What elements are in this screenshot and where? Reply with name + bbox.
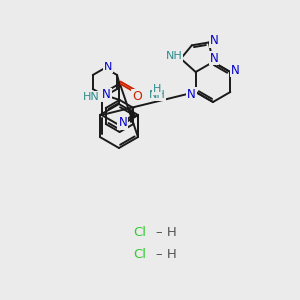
Text: – H: – H [156,226,177,238]
Text: N: N [118,116,127,129]
Text: O: O [132,89,142,103]
Text: Cl: Cl [134,248,146,262]
Text: N: N [104,62,112,72]
Text: N: N [210,52,218,64]
Text: H: H [153,85,161,94]
Text: NH: NH [149,91,166,100]
Text: N: N [209,34,218,47]
Text: NH: NH [165,51,182,61]
Text: Cl: Cl [134,226,146,238]
Text: N: N [102,88,111,101]
Text: N: N [187,88,196,100]
Text: N: N [231,64,240,76]
Text: HN: HN [83,92,100,102]
Text: – H: – H [156,248,177,262]
